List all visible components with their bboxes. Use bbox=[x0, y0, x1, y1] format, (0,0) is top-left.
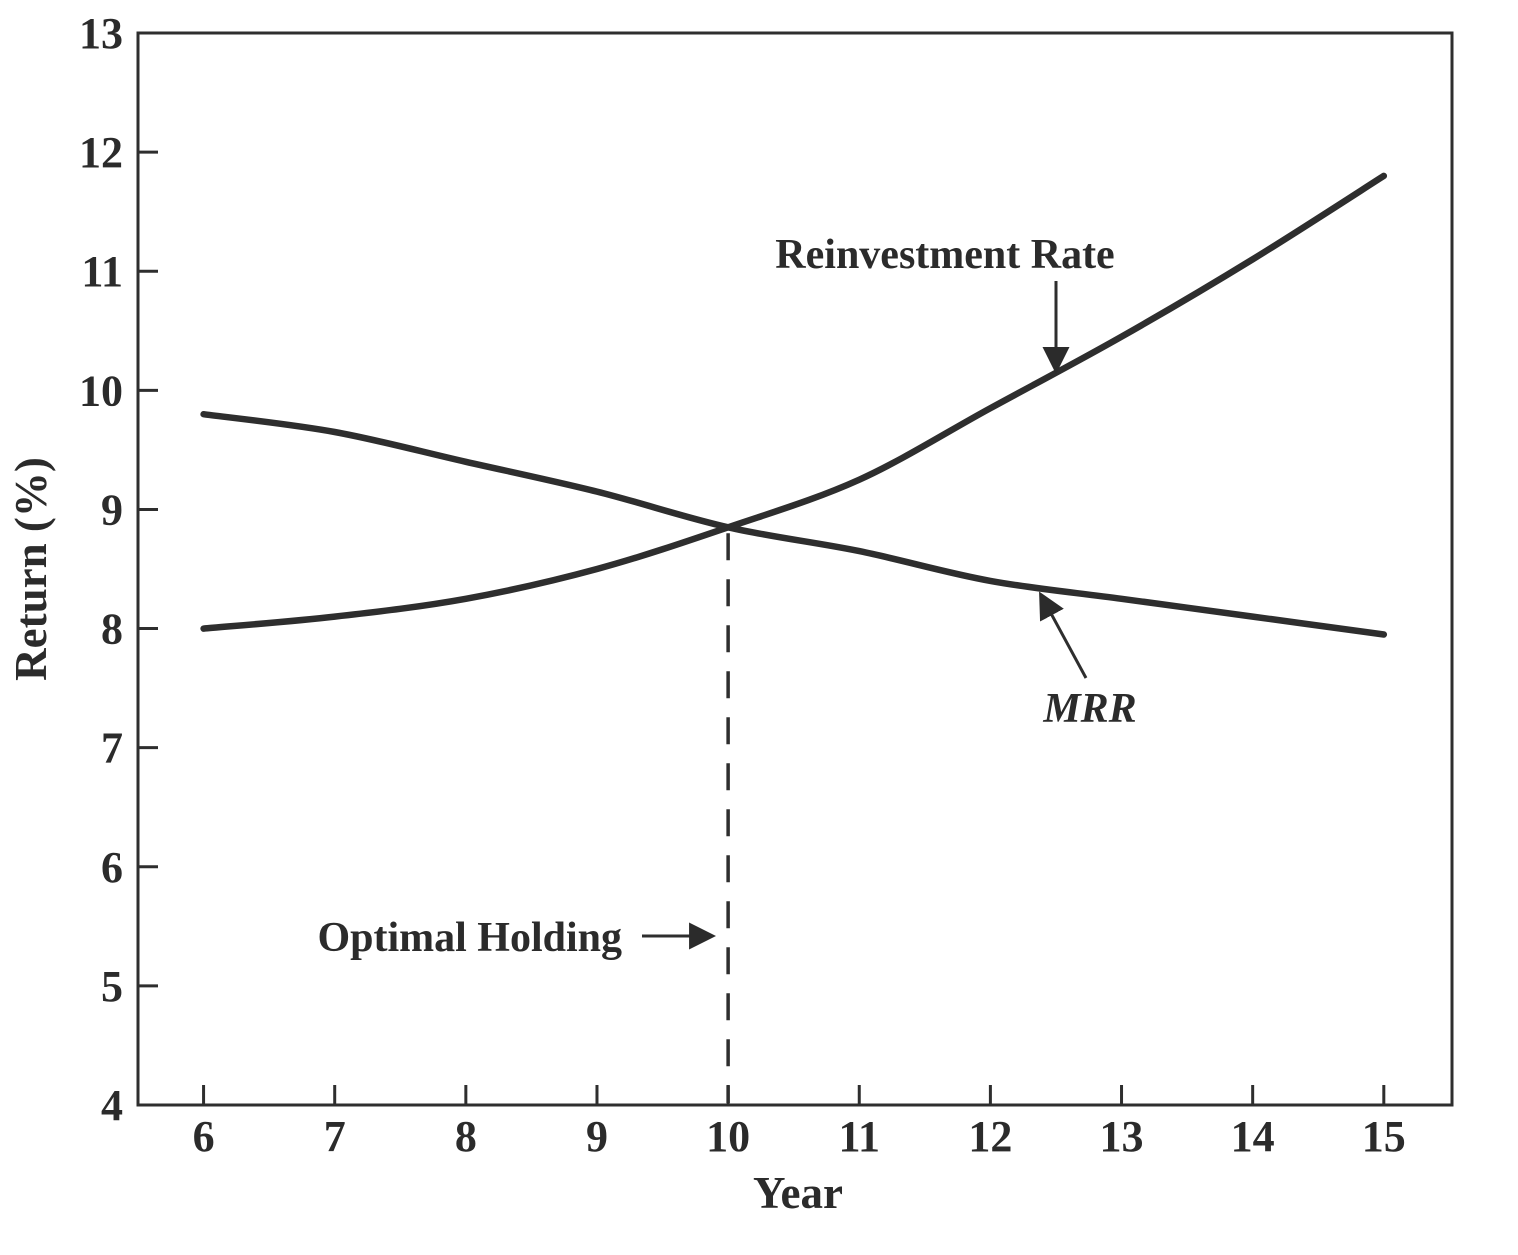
reinvestment-rate-curve bbox=[200, 172, 1388, 632]
x-tick-label: 13 bbox=[1100, 1112, 1144, 1161]
y-tick-label: 5 bbox=[101, 962, 123, 1011]
optimal-holding-label: Optimal Holding bbox=[317, 915, 622, 961]
mrr-label: MRR bbox=[1042, 686, 1136, 732]
axis-ticks bbox=[138, 150, 1386, 1105]
y-tick-label: 4 bbox=[101, 1081, 123, 1130]
annotation-arrows bbox=[642, 281, 1088, 950]
y-tick-label: 12 bbox=[79, 128, 123, 177]
y-tick-label: 13 bbox=[79, 9, 123, 58]
mrr-arrow bbox=[1039, 591, 1088, 679]
data-curves bbox=[200, 172, 1388, 638]
x-tick-label: 11 bbox=[838, 1112, 880, 1161]
tick-labels: 6 7 8 9 10 11 12 13 14 15 4 5 6 7 8 9 10 11 12 13 bbox=[79, 9, 1406, 1161]
x-tick-label: 6 bbox=[193, 1112, 215, 1161]
x-tick-label: 14 bbox=[1231, 1112, 1275, 1161]
x-tick-label: 12 bbox=[968, 1112, 1012, 1161]
x-tick-label: 9 bbox=[586, 1112, 608, 1161]
x-tick-label: 8 bbox=[455, 1112, 477, 1161]
x-axis-title: Year bbox=[753, 1168, 843, 1218]
plot-box bbox=[136, 31, 1454, 1107]
x-tick-label: 7 bbox=[324, 1112, 346, 1161]
reinvestment-rate-label: Reinvestment Rate bbox=[775, 232, 1114, 278]
y-tick-label: 10 bbox=[79, 366, 123, 415]
x-tick-label: 10 bbox=[706, 1112, 750, 1161]
x-tick-label: 15 bbox=[1362, 1112, 1406, 1161]
plot-border bbox=[136, 31, 1454, 1107]
y-tick-label: 9 bbox=[101, 485, 123, 534]
mrr-curve bbox=[200, 410, 1388, 638]
y-axis-title: Return (%) bbox=[6, 457, 56, 681]
y-tick-label: 6 bbox=[101, 843, 123, 892]
y-tick-label: 11 bbox=[81, 247, 123, 296]
y-tick-label: 7 bbox=[101, 724, 123, 773]
y-tick-label: 8 bbox=[101, 605, 123, 654]
